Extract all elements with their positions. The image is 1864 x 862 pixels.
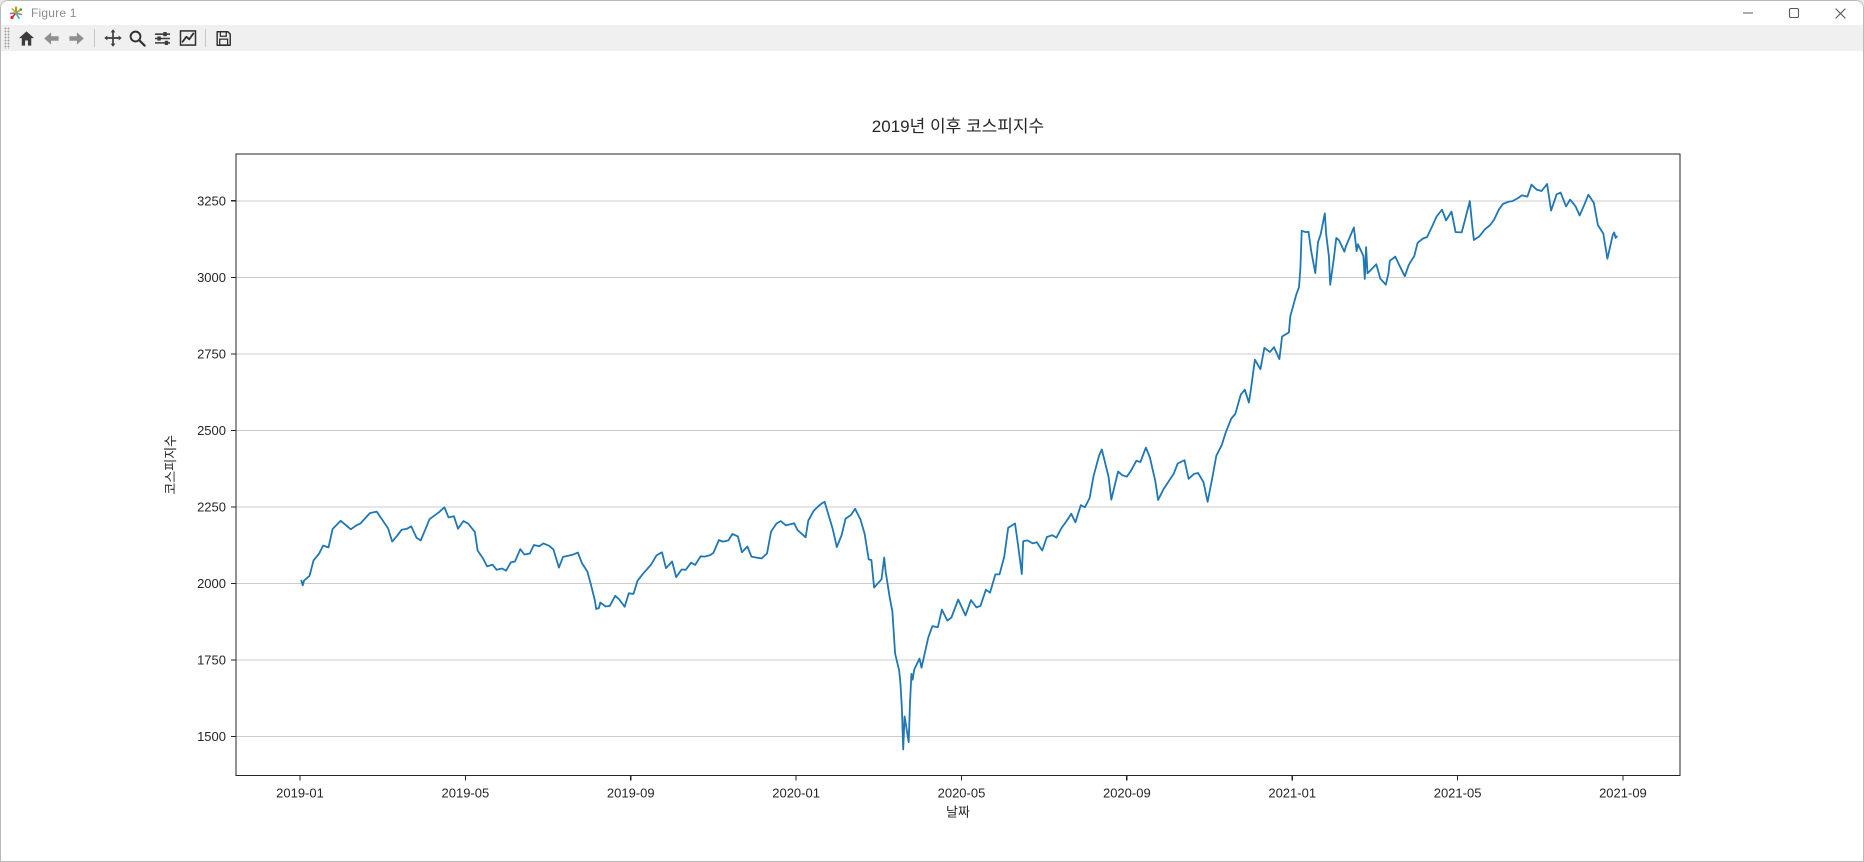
chart-title: 2019년 이후 코스피지수 (872, 117, 1044, 136)
y-axis-label: 코스피지수 (163, 435, 178, 495)
x-tick-label: 2021-01 (1268, 786, 1316, 801)
y-tick-label: 1750 (197, 653, 226, 668)
x-tick-label: 2019-01 (276, 786, 324, 801)
pan-arrows-icon (103, 29, 122, 47)
window-title: Figure 1 (31, 6, 77, 20)
back-button[interactable] (40, 27, 63, 50)
x-tick-label: 2020-01 (772, 786, 820, 801)
home-button[interactable] (15, 27, 38, 50)
save-figure-button[interactable] (212, 27, 235, 50)
y-tick-label: 2000 (197, 576, 226, 591)
magnifier-icon (129, 30, 146, 47)
minimize-icon (1743, 12, 1753, 14)
x-tick-label: 2019-05 (442, 786, 490, 801)
configure-subplots-button[interactable] (151, 27, 174, 50)
y-tick-label: 3250 (197, 193, 226, 208)
maximize-icon (1788, 7, 1800, 19)
forward-button[interactable] (65, 27, 88, 50)
y-tick-label: 1500 (197, 729, 226, 744)
toolbar-separator (205, 29, 206, 47)
y-tick-label: 2500 (197, 423, 226, 438)
back-arrow-icon (44, 31, 59, 45)
forward-arrow-icon (69, 31, 84, 45)
zoom-button[interactable] (126, 27, 149, 50)
edit-parameters-button[interactable] (176, 27, 199, 50)
kospi-series-line (300, 183, 1618, 751)
plot-border (235, 153, 1681, 777)
matplotlib-logo-icon (9, 6, 23, 20)
home-icon (18, 30, 35, 46)
title-bar[interactable]: Figure 1 (1, 1, 1863, 25)
line-chart-icon (179, 30, 196, 46)
navigation-toolbar (1, 25, 1863, 51)
x-axis-label: 날짜 (946, 805, 970, 820)
close-button[interactable] (1817, 1, 1863, 25)
x-tick-label: 2021-05 (1434, 786, 1482, 801)
save-floppy-icon (216, 30, 231, 46)
y-tick-label: 3000 (197, 270, 226, 285)
y-tick-label: 2250 (197, 499, 226, 514)
x-tick-label: 2021-09 (1599, 786, 1647, 801)
y-tick-label: 2750 (197, 346, 226, 361)
x-tick-label: 2020-09 (1103, 786, 1151, 801)
maximize-button[interactable] (1771, 1, 1817, 25)
toolbar-separator (94, 29, 95, 47)
x-tick-label: 2019-09 (607, 786, 655, 801)
kospi-line-chart: 1500 1750 2000 2250 2500 2750 3000 3250 2019-01 2… (163, 117, 1681, 820)
figure-canvas-area: 1500 1750 2000 2250 2500 2750 3000 3250 2019-01 2… (1, 51, 1863, 861)
x-tick-label: 2020-05 (938, 786, 986, 801)
close-icon (1834, 7, 1846, 19)
minimize-button[interactable] (1725, 1, 1771, 25)
toolbar-grip (4, 27, 10, 49)
sliders-icon (154, 31, 171, 45)
pan-button[interactable] (101, 27, 124, 50)
